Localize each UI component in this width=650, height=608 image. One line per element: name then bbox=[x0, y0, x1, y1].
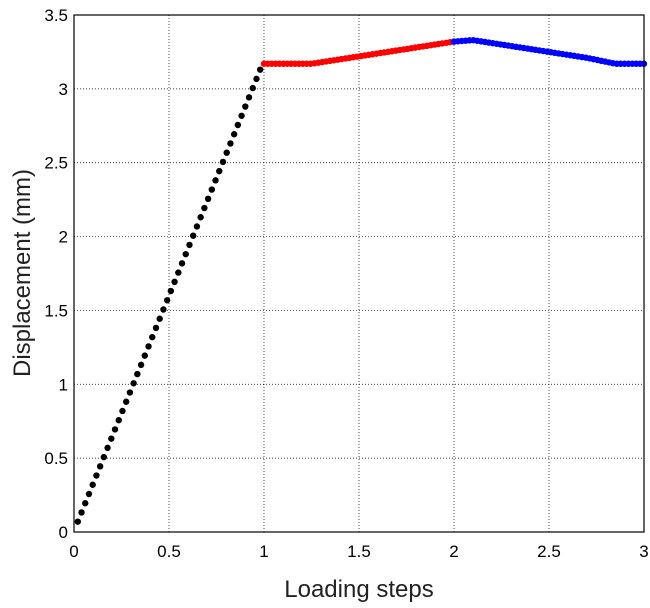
data-point bbox=[96, 463, 104, 470]
data-point bbox=[149, 333, 156, 341]
data-point bbox=[201, 204, 208, 212]
data-point bbox=[119, 407, 126, 415]
data-point bbox=[85, 490, 93, 498]
data-point bbox=[152, 324, 160, 332]
data-point bbox=[167, 287, 175, 295]
data-point bbox=[249, 84, 256, 92]
data-point bbox=[238, 112, 245, 119]
data-point bbox=[108, 435, 115, 442]
data-point bbox=[145, 343, 152, 350]
x-tick-label: 2.5 bbox=[537, 542, 561, 561]
y-tick-label: 1 bbox=[59, 375, 68, 394]
data-point bbox=[82, 500, 89, 507]
data-point bbox=[208, 186, 216, 193]
plot-frame bbox=[73, 14, 645, 533]
data-point bbox=[190, 232, 197, 239]
data-point bbox=[134, 370, 141, 378]
data-point bbox=[182, 250, 189, 258]
data-point bbox=[104, 444, 111, 452]
data-point bbox=[163, 297, 171, 304]
data-point bbox=[219, 158, 227, 166]
data-point bbox=[100, 453, 108, 461]
data-point bbox=[141, 352, 148, 359]
y-tick-label: 3.5 bbox=[44, 6, 68, 25]
data-point bbox=[93, 472, 100, 479]
data-point bbox=[74, 518, 82, 525]
x-tick-label: 3 bbox=[639, 542, 648, 561]
data-point bbox=[126, 389, 134, 396]
x-tick-label: 0.5 bbox=[157, 542, 181, 561]
y-axis-label: Displacement (mm) bbox=[9, 169, 36, 377]
y-tick-label: 2 bbox=[59, 228, 68, 247]
data-point bbox=[230, 131, 238, 138]
data-point bbox=[193, 223, 201, 230]
x-axis-label: Loading steps bbox=[284, 576, 433, 603]
y-tick-label: 3 bbox=[59, 80, 68, 99]
data-point bbox=[253, 75, 260, 83]
x-tick-label: 1 bbox=[259, 542, 268, 561]
x-tick-label: 1.5 bbox=[347, 542, 371, 561]
data-point bbox=[204, 195, 212, 202]
grid-lines bbox=[74, 15, 644, 532]
data-point bbox=[223, 149, 230, 156]
data-point bbox=[216, 167, 223, 175]
data-point bbox=[245, 94, 253, 101]
data-point bbox=[156, 315, 163, 322]
data-point bbox=[130, 380, 137, 387]
y-tick-label: 2.5 bbox=[44, 154, 68, 173]
data-point bbox=[171, 278, 178, 286]
data-point bbox=[242, 103, 249, 110]
data-point bbox=[122, 398, 130, 405]
data-point bbox=[115, 416, 122, 424]
data-point bbox=[178, 260, 186, 267]
x-tick-label: 2 bbox=[449, 542, 458, 561]
data-point bbox=[111, 426, 119, 433]
data-point bbox=[234, 121, 242, 129]
y-tick-label: 1.5 bbox=[44, 301, 68, 320]
data-point bbox=[197, 214, 204, 221]
data-point bbox=[78, 509, 85, 516]
data-point bbox=[160, 306, 167, 313]
data-point bbox=[89, 481, 96, 488]
data-point bbox=[137, 361, 145, 369]
tick-labels: 0 0.5 1 1.5 2 2.5 3 0 0.5 1 1.5 2 2.5 3 3.5 bbox=[44, 6, 648, 561]
x-tick-label: 0 bbox=[69, 542, 78, 561]
data-point bbox=[227, 140, 234, 147]
data-point bbox=[186, 241, 193, 249]
y-tick-label: 0.5 bbox=[44, 449, 68, 468]
data-point bbox=[257, 66, 264, 73]
y-tick-label: 0 bbox=[59, 523, 68, 542]
data-point bbox=[212, 177, 219, 184]
data-points bbox=[74, 36, 648, 525]
data-point bbox=[175, 269, 182, 276]
